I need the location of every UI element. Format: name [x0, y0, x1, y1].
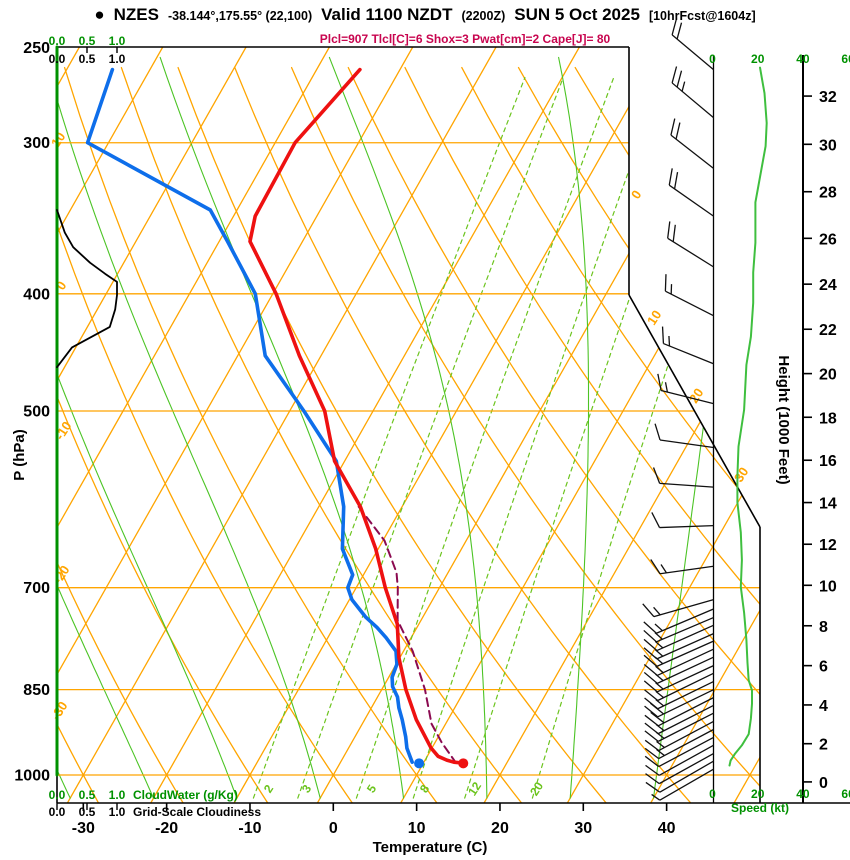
temp-tick-label: 10 [408, 820, 426, 837]
height-tick-label: 32 [819, 89, 837, 106]
title-bar: ● NZES -38.144°,175.55° (22,100) Valid 1… [0, 5, 850, 25]
speed-axis: 00202040406060Speed (kt) [709, 52, 850, 815]
pressure-tick-label: 250 [23, 40, 50, 57]
temp-tick-label: 30 [574, 820, 592, 837]
wind-barbs [642, 18, 715, 803]
speed-top-tick: 20 [751, 52, 765, 66]
pressure-axis-title: P (hPa) [11, 429, 28, 480]
height-tick-label: 28 [819, 185, 837, 202]
temperature-axis: -30 -20 -10 0 10 20 30 40 Temperature (C) [72, 820, 676, 856]
height-tick-label: 20 [819, 367, 837, 384]
cloudiness-bottom-tick: 0.5 [79, 805, 96, 819]
pressure-axis: 250 300 400 500 700 850 1000 P (hPa) [11, 40, 50, 785]
cloudiness-bottom-tick: 0.0 [49, 805, 66, 819]
forecast-ref: [10hrFcst@1604z] [648, 9, 756, 23]
height-tick-label: 30 [819, 137, 837, 154]
parcel-curve [357, 505, 457, 764]
dewpoint-curve [85, 67, 425, 769]
cloudiness-top-tick: 0.5 [79, 52, 96, 66]
sounding-parameters: Plcl=907 Tlcl[C]=6 Shox=3 Pwat[cm]=2 Cap… [319, 32, 611, 46]
speed-top-tick: 40 [796, 52, 810, 66]
temp-tick-label: -20 [155, 820, 178, 837]
valid-zulu: (2200Z) [461, 9, 506, 23]
station-id: NZES [113, 5, 159, 24]
temp-tick-label: 0 [329, 820, 338, 837]
station-bullet-icon: ● [94, 5, 105, 24]
surface-dewpoint-dot [414, 758, 425, 769]
height-tick-label: 16 [819, 453, 837, 470]
mixing-ratio-label: 5 [364, 782, 380, 795]
speed-top-tick: 0 [709, 52, 716, 66]
speed-bottom-tick: 60 [841, 787, 850, 801]
temp-tick-label: -30 [72, 820, 95, 837]
isotherm-label-left: -10 [52, 419, 75, 443]
mixing-ratio-label: 3 [299, 782, 315, 795]
cloud-scales: 0.0 0.0 0.0 0.0 0.5 0.5 0.5 0.5 1.0 1.0 1.0 1.0 Clou… [49, 34, 262, 819]
temp-tick-label: -10 [238, 820, 261, 837]
cloudwater-bottom-tick: 0.5 [79, 788, 96, 802]
pressure-tick-label: 400 [23, 286, 50, 303]
cloudiness-axis-title: Grid-Scale Cloudiness [133, 805, 261, 819]
pressure-tick-label: 500 [23, 404, 50, 421]
height-tick-label: 26 [819, 231, 837, 248]
isobars [57, 142, 760, 776]
valid-time: Valid 1100 NZDT [321, 5, 453, 24]
height-tick-label: 12 [819, 537, 837, 554]
isotherm-label-right: 0 [628, 187, 645, 201]
isotherm-label-right: 30 [731, 464, 751, 484]
speed-top-tick: 60 [841, 52, 850, 66]
height-tick-label: 8 [819, 619, 828, 636]
cloudwater-top-tick: 1.0 [109, 34, 126, 48]
isotherm-label-left: -20 [50, 563, 73, 587]
height-tick-label: 6 [819, 659, 828, 676]
height-tick-label: 22 [819, 322, 837, 339]
height-tick-label: 0 [819, 775, 828, 792]
temperature-curve [248, 67, 469, 769]
cloudiness-bottom-tick: 1.0 [109, 805, 126, 819]
height-tick-label: 18 [819, 410, 837, 427]
speed-bottom-tick: 40 [796, 787, 810, 801]
cloudiness-top-tick: 1.0 [109, 52, 126, 66]
mixing-ratio-label: 2 [261, 782, 277, 795]
temp-axis-title: Temperature (C) [373, 839, 488, 856]
cloudwater-bottom-tick: 0.0 [49, 788, 66, 802]
mixing-ratio-label: 20 [527, 779, 546, 798]
pressure-tick-label: 850 [23, 682, 50, 699]
wind-speed-profile [728, 66, 768, 767]
cloudwater-bottom-tick: 1.0 [109, 788, 126, 802]
pressure-tick-label: 700 [23, 580, 50, 597]
cloudwater-axis-title: CloudWater (g/Kg) [133, 788, 238, 802]
isotherm-label-left: 0 [53, 278, 70, 292]
temp-tick-label: 40 [658, 820, 676, 837]
pressure-tick-label: 300 [23, 135, 50, 152]
height-tick-label: 4 [819, 698, 828, 715]
pressure-tick-label: 1000 [14, 768, 50, 785]
cloudwater-top-tick: 0.0 [49, 34, 66, 48]
moist-adiabats [57, 56, 749, 799]
valid-date: SUN 5 Oct 2025 [514, 5, 640, 24]
height-axis-title: Height (1000 Feet) [775, 355, 792, 484]
speed-axis-title: Speed (kt) [731, 801, 789, 815]
cloudiness-top-tick: 0.0 [49, 52, 66, 66]
speed-bottom-tick: 20 [751, 787, 765, 801]
cloudiness-profile [56, 209, 118, 369]
mixing-ratio-label: 12 [465, 779, 484, 798]
temp-tick-label: 20 [491, 820, 509, 837]
cloudwater-top-tick: 0.5 [79, 34, 96, 48]
height-tick-label: 10 [819, 578, 837, 595]
surface-temperature-dot [458, 758, 469, 769]
isotherm-label-left: -30 [48, 699, 71, 723]
height-tick-label: 14 [819, 496, 837, 513]
speed-bottom-tick: 0 [709, 787, 716, 801]
height-tick-label: 2 [819, 737, 828, 754]
isotherm-label-right: 10 [644, 307, 664, 327]
height-tick-label: 24 [819, 277, 837, 294]
station-location: -38.144°,175.55° (22,100) [167, 9, 313, 23]
